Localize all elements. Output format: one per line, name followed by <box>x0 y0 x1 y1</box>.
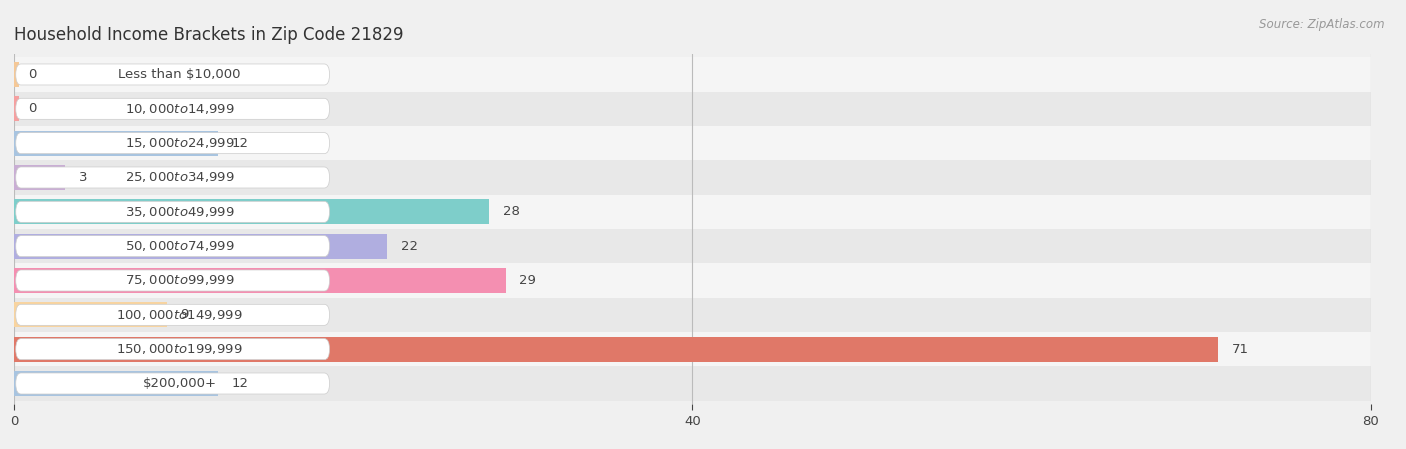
FancyBboxPatch shape <box>15 64 329 85</box>
Text: $100,000 to $149,999: $100,000 to $149,999 <box>117 308 243 322</box>
Bar <box>14 303 167 327</box>
FancyBboxPatch shape <box>15 373 329 394</box>
Text: $10,000 to $14,999: $10,000 to $14,999 <box>125 102 235 116</box>
FancyBboxPatch shape <box>15 339 329 360</box>
Text: $200,000+: $200,000+ <box>142 377 217 390</box>
Bar <box>14 371 218 396</box>
Text: Less than $10,000: Less than $10,000 <box>118 68 240 81</box>
Text: Household Income Brackets in Zip Code 21829: Household Income Brackets in Zip Code 21… <box>14 26 404 44</box>
Text: 3: 3 <box>79 171 87 184</box>
Text: $25,000 to $34,999: $25,000 to $34,999 <box>125 171 235 185</box>
Text: $15,000 to $24,999: $15,000 to $24,999 <box>125 136 235 150</box>
Text: 9: 9 <box>180 308 188 321</box>
Text: 0: 0 <box>28 102 37 115</box>
Bar <box>14 126 1371 160</box>
Bar <box>14 195 1371 229</box>
Bar <box>14 57 1371 92</box>
Text: $50,000 to $74,999: $50,000 to $74,999 <box>125 239 235 253</box>
Bar <box>14 165 65 190</box>
FancyBboxPatch shape <box>15 201 329 222</box>
Bar <box>14 131 218 155</box>
Text: 0: 0 <box>28 68 37 81</box>
Text: 22: 22 <box>401 240 418 253</box>
FancyBboxPatch shape <box>15 236 329 257</box>
Bar <box>14 160 1371 195</box>
Bar <box>14 298 1371 332</box>
Text: 28: 28 <box>502 205 519 218</box>
FancyBboxPatch shape <box>15 270 329 291</box>
Text: $75,000 to $99,999: $75,000 to $99,999 <box>125 273 235 287</box>
Text: $150,000 to $199,999: $150,000 to $199,999 <box>117 342 243 356</box>
Text: $35,000 to $49,999: $35,000 to $49,999 <box>125 205 235 219</box>
FancyBboxPatch shape <box>15 167 329 188</box>
Bar <box>14 366 1371 401</box>
Bar <box>14 268 506 293</box>
Bar <box>14 234 387 259</box>
Bar <box>14 263 1371 298</box>
Bar <box>14 332 1371 366</box>
Text: Source: ZipAtlas.com: Source: ZipAtlas.com <box>1260 18 1385 31</box>
Bar <box>14 92 1371 126</box>
Text: 29: 29 <box>519 274 536 287</box>
FancyBboxPatch shape <box>15 304 329 326</box>
Bar <box>14 62 20 87</box>
Text: 12: 12 <box>231 377 247 390</box>
Bar <box>14 97 20 121</box>
Text: 71: 71 <box>1232 343 1249 356</box>
FancyBboxPatch shape <box>15 98 329 119</box>
FancyBboxPatch shape <box>15 132 329 154</box>
Bar <box>14 229 1371 263</box>
Bar <box>14 199 489 224</box>
Text: 12: 12 <box>231 136 247 150</box>
Bar <box>14 337 1218 361</box>
